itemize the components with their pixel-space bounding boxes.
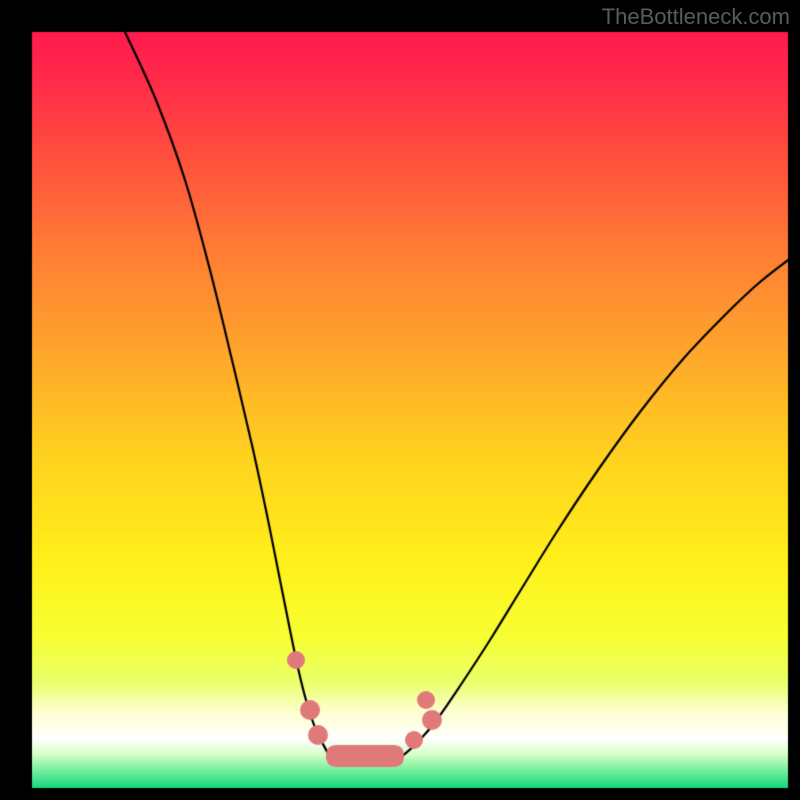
chart-stage: TheBottleneck.com: [0, 0, 800, 800]
bottleneck-curve-canvas: [0, 0, 800, 800]
watermark-text: TheBottleneck.com: [602, 4, 790, 30]
